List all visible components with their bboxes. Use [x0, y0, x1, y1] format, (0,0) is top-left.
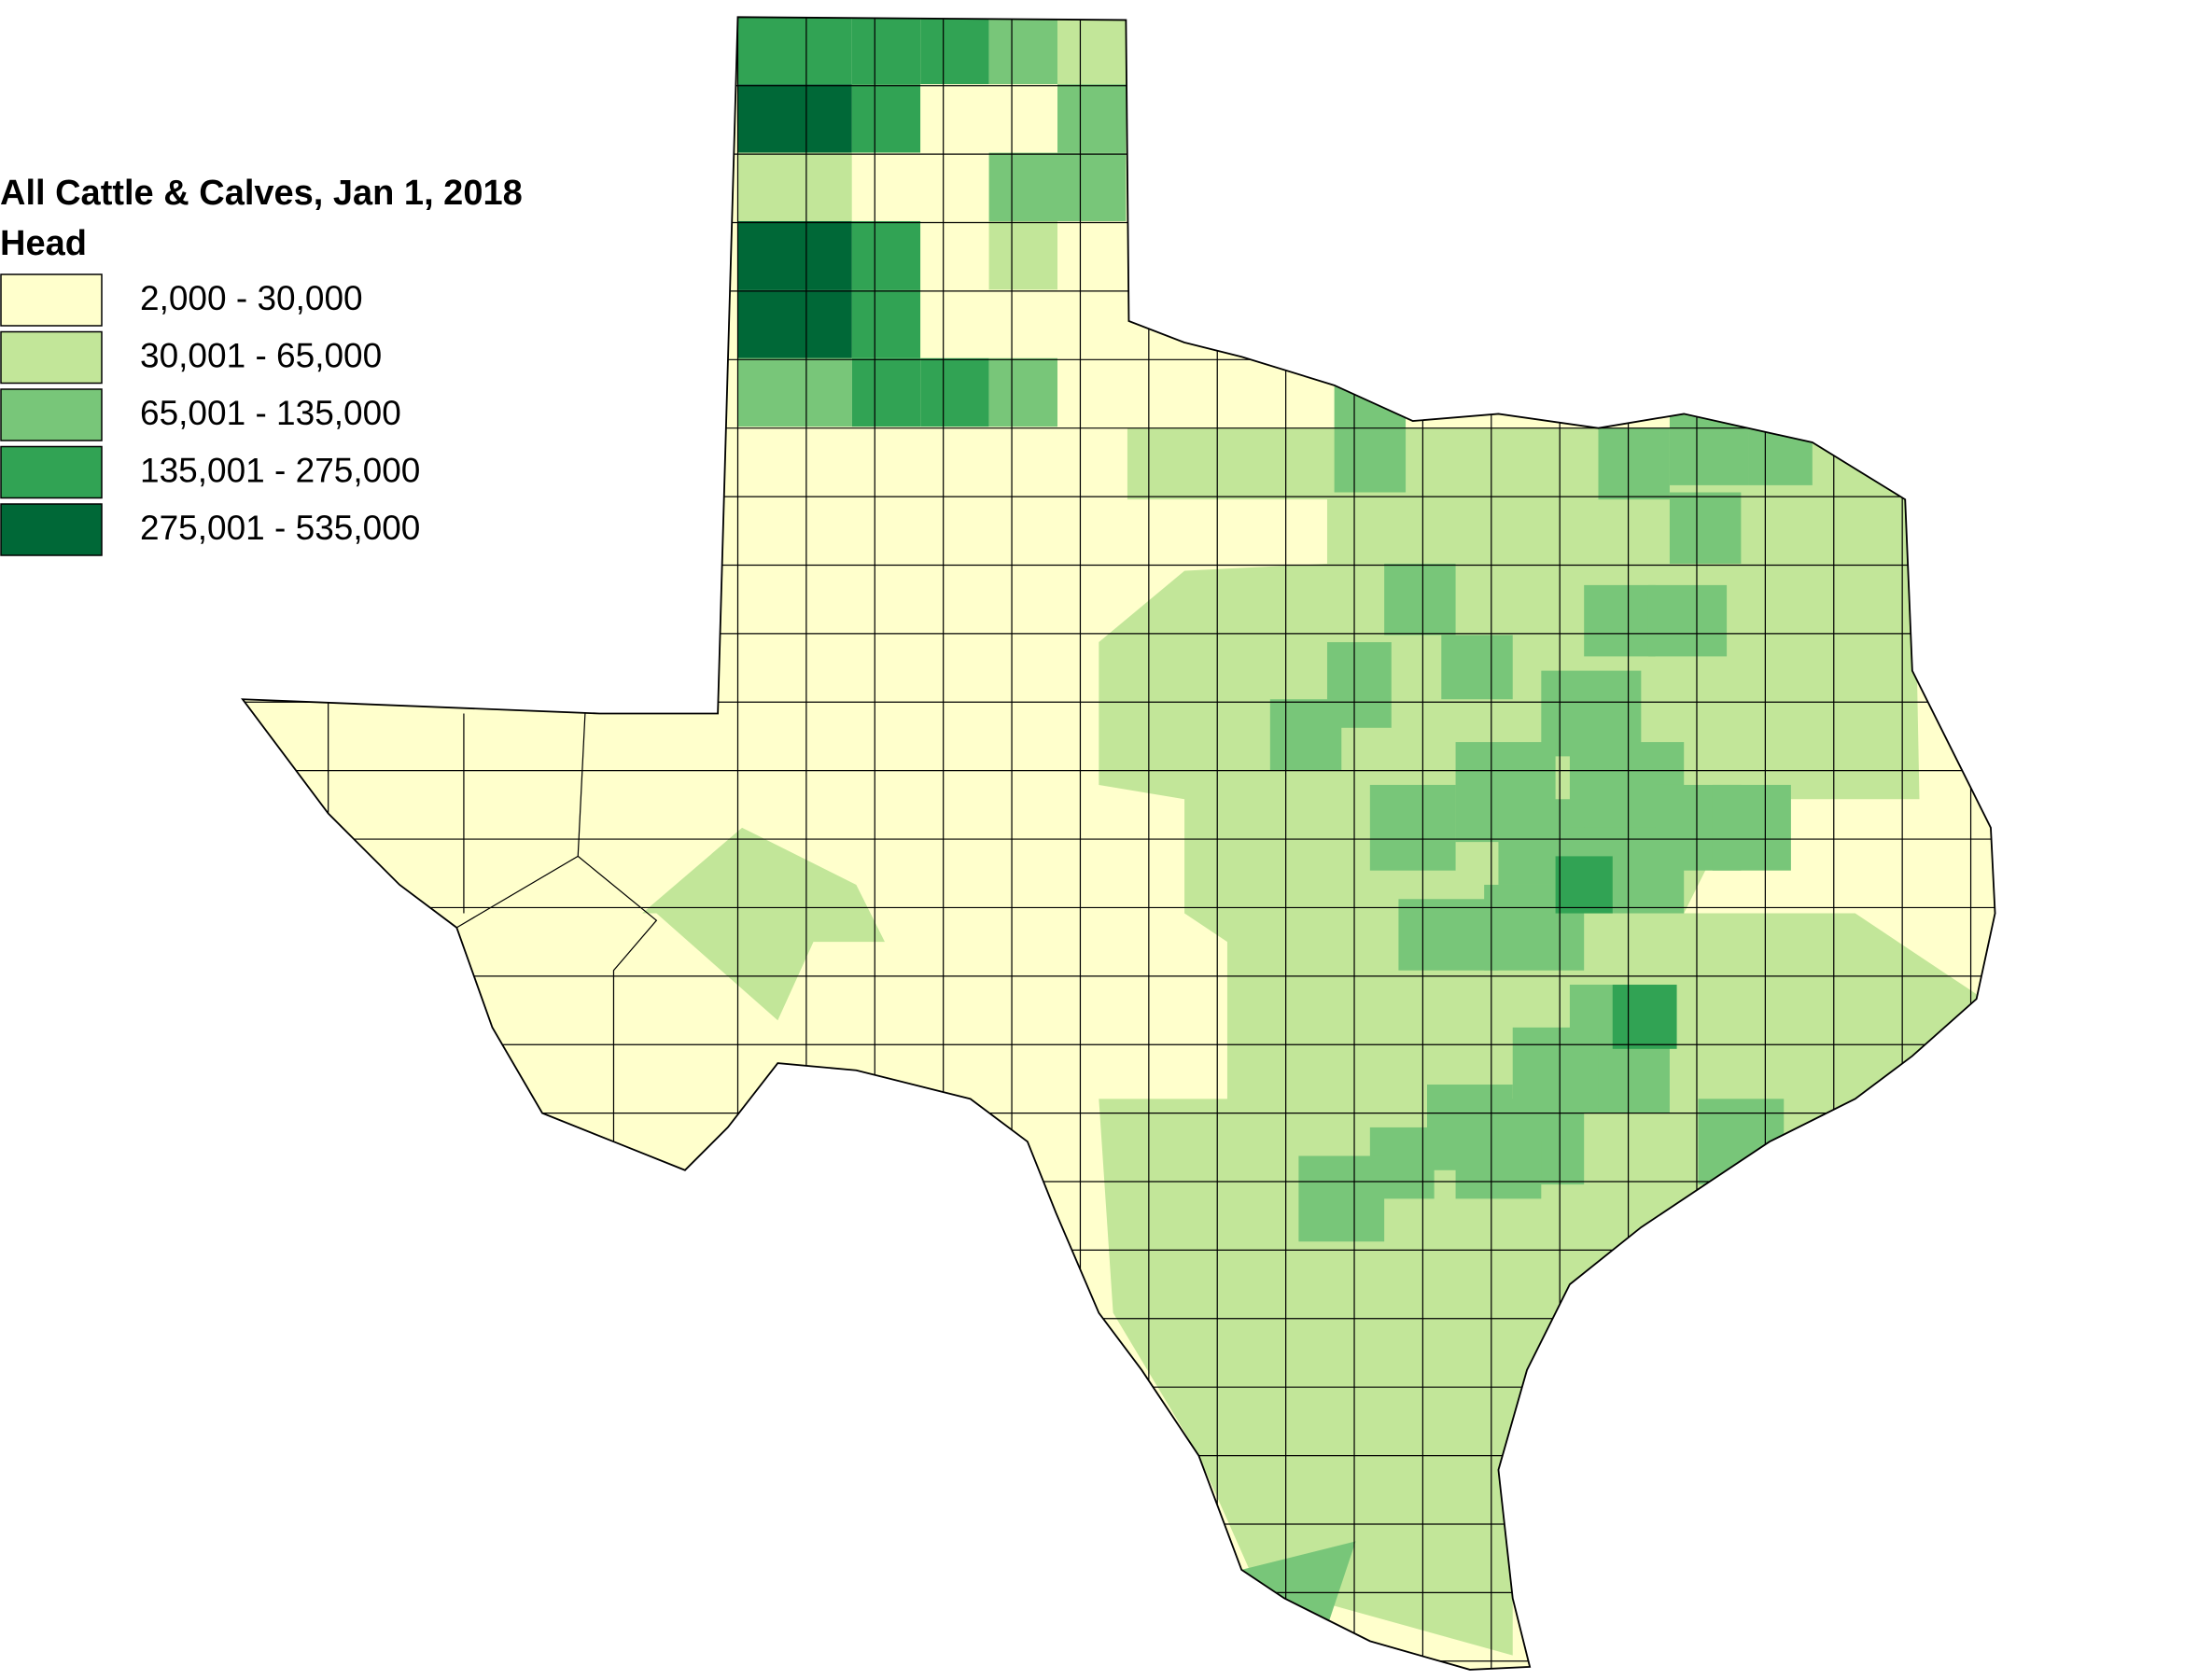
- county: [1669, 413, 1749, 485]
- county: [920, 289, 989, 358]
- county: [1584, 584, 1656, 657]
- county: [1455, 1141, 1542, 1199]
- county: [1057, 289, 1127, 358]
- county: [851, 220, 921, 290]
- county: [737, 357, 852, 427]
- legend-swatch: [0, 330, 103, 385]
- legend-subtitle: Head: [0, 224, 87, 263]
- state-outline: [241, 16, 1996, 1671]
- county: [988, 289, 1057, 358]
- county: [1241, 1541, 1356, 1628]
- county: [1441, 635, 1513, 700]
- county: [1748, 413, 1813, 485]
- legend-title: All Cattle & Calves, Jan 1, 2018: [0, 174, 523, 213]
- county: [1384, 563, 1456, 636]
- county: [1647, 584, 1728, 657]
- county: [1555, 856, 1613, 914]
- legend-swatch: [0, 388, 103, 441]
- legend-label: 30,001 - 65,000: [140, 336, 382, 374]
- county: [988, 357, 1057, 427]
- county: [1057, 357, 1127, 427]
- county-line: [577, 855, 658, 1142]
- county: [920, 220, 989, 290]
- county: [1712, 784, 1791, 871]
- county: [920, 17, 989, 85]
- legend-label: 65,001 - 135,000: [140, 394, 401, 432]
- county: [920, 357, 989, 427]
- county: [1369, 784, 1456, 871]
- legend: 2,000 - 30,000 30,001 - 65,000 65,001 - 13…: [0, 273, 420, 556]
- county: [737, 220, 852, 290]
- county: [1612, 985, 1677, 1049]
- county: [1057, 84, 1127, 153]
- county: [851, 289, 921, 358]
- county: [1298, 1155, 1385, 1242]
- county: [851, 84, 921, 153]
- legend-swatch: [0, 503, 103, 556]
- county: [1269, 699, 1342, 771]
- county: [1398, 899, 1499, 971]
- legend-label: 275,001 - 535,000: [140, 509, 420, 547]
- county: [1669, 492, 1742, 564]
- county: [851, 357, 921, 427]
- legend-swatch: [0, 445, 103, 499]
- legend-swatch: [0, 273, 103, 327]
- county: [737, 17, 852, 85]
- legend-label: 2,000 - 30,000: [140, 279, 363, 317]
- county: [737, 84, 852, 153]
- legend-label: 135,001 - 275,000: [140, 451, 420, 489]
- county: [1057, 17, 1127, 85]
- county: [1057, 220, 1127, 290]
- county: [988, 220, 1057, 290]
- county: [988, 84, 1057, 153]
- county: [1512, 1027, 1599, 1113]
- county: [1057, 152, 1127, 221]
- county: [737, 289, 852, 358]
- county-region: [642, 827, 885, 1021]
- county: [920, 152, 989, 221]
- county: [851, 17, 921, 85]
- county: [920, 84, 989, 153]
- county: [851, 152, 921, 221]
- county: [988, 17, 1057, 85]
- county: [737, 152, 852, 221]
- county: [988, 152, 1057, 221]
- county: [1598, 427, 1670, 500]
